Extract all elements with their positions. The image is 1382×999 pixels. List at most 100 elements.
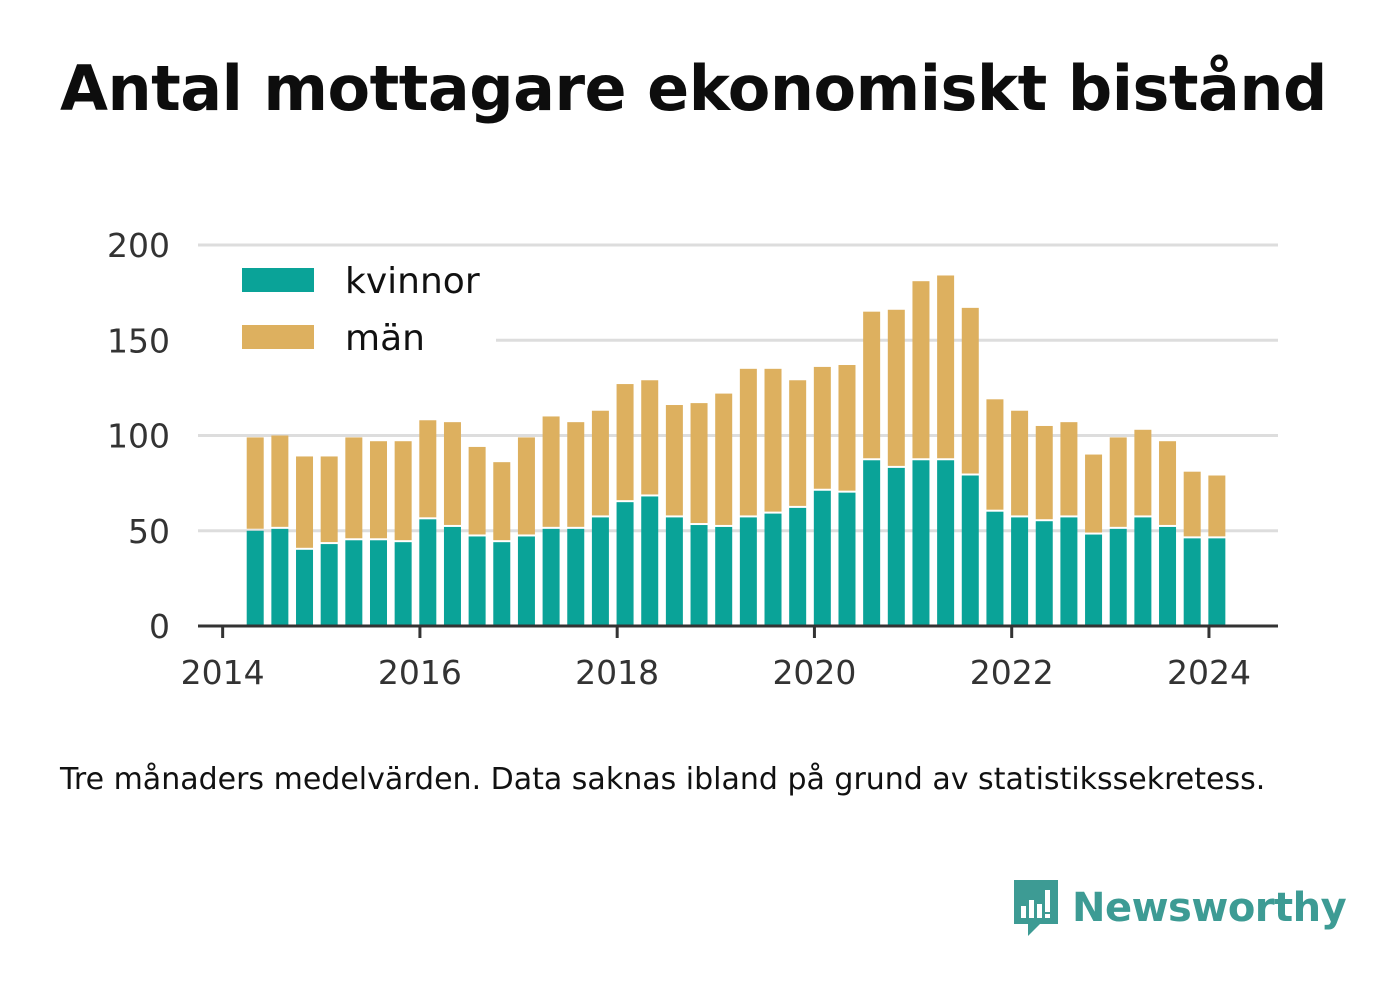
bar-man <box>493 462 511 541</box>
bar-kvinnor <box>764 513 782 626</box>
bar-kvinnor <box>567 528 585 626</box>
bar-kvinnor <box>419 519 437 626</box>
bar-man <box>887 309 905 466</box>
bar-man <box>1035 425 1053 520</box>
newsworthy-logo: Newsworthy <box>1010 876 1347 940</box>
bar-man <box>468 446 486 535</box>
bar-kvinnor <box>369 540 387 626</box>
bar-man <box>1011 410 1029 516</box>
bar-man <box>961 307 979 474</box>
bar-kvinnor <box>443 526 461 626</box>
bar-kvinnor <box>863 460 881 626</box>
bar-man <box>715 393 733 525</box>
bar-man <box>764 368 782 512</box>
bar-kvinnor <box>1011 517 1029 626</box>
legend-label-man: män <box>345 318 425 359</box>
bar-kvinnor <box>1159 526 1177 626</box>
bar-kvinnor <box>961 475 979 626</box>
bar-kvinnor <box>789 507 807 626</box>
bar-kvinnor <box>912 460 930 626</box>
bar-kvinnor <box>813 490 831 626</box>
bar-man <box>567 422 585 527</box>
bar-man <box>369 441 387 539</box>
newsworthy-logo-icon <box>1014 880 1058 936</box>
legend-swatch-kvinnor <box>242 268 314 292</box>
bar-kvinnor <box>1035 521 1053 626</box>
bar-man <box>838 365 856 491</box>
bar-kvinnor <box>739 517 757 626</box>
chart-title: Antal mottagare ekonomiskt bistånd <box>60 52 1327 125</box>
bar-man <box>1085 454 1103 533</box>
bar-man <box>591 410 609 516</box>
bar-man <box>789 380 807 506</box>
bar-man <box>1109 437 1127 527</box>
bar-man <box>937 275 955 459</box>
bar-man <box>1134 429 1152 516</box>
legend-swatch-man <box>242 325 314 349</box>
bar-kvinnor <box>468 536 486 626</box>
bar-kvinnor <box>887 467 905 626</box>
y-tick-label: 50 <box>128 512 170 551</box>
bar-man <box>394 441 412 541</box>
bar-kvinnor <box>296 549 314 626</box>
bar-kvinnor <box>345 540 363 626</box>
bar-chart: 0 50 100 150 200 2014 2016 2018 2020 2022 2024 kv… <box>107 226 1278 692</box>
bar-kvinnor <box>1134 517 1152 626</box>
bar-kvinnor <box>937 460 955 626</box>
bar-man <box>419 420 437 518</box>
x-tick-label: 2020 <box>772 653 856 692</box>
bar-man <box>246 437 264 529</box>
bar-kvinnor <box>591 517 609 626</box>
bar-kvinnor <box>271 528 289 626</box>
footnote: Tre månaders medelvärden. Data saknas ib… <box>60 762 1266 797</box>
bars <box>246 275 1226 626</box>
bar-man <box>739 368 757 516</box>
bar-kvinnor <box>542 528 560 626</box>
x-axis: 2014 2016 2018 2020 2022 2024 <box>181 624 1278 692</box>
bar-kvinnor <box>838 492 856 626</box>
bar-kvinnor <box>616 502 634 626</box>
bar-man <box>986 399 1004 510</box>
bar-man <box>320 456 338 543</box>
bar-man <box>345 437 363 539</box>
bar-man <box>296 456 314 548</box>
bar-kvinnor <box>1208 538 1226 626</box>
bar-kvinnor <box>665 517 683 626</box>
bar-kvinnor <box>641 496 659 626</box>
bar-man <box>813 366 831 489</box>
bar-man <box>616 384 634 501</box>
bar-man <box>271 435 289 527</box>
bar-kvinnor <box>1085 534 1103 626</box>
bar-kvinnor <box>1183 538 1201 626</box>
bar-kvinnor <box>986 511 1004 626</box>
bar-man <box>542 416 560 527</box>
x-tick-label: 2014 <box>181 653 265 692</box>
x-tick-label: 2022 <box>970 653 1054 692</box>
brand-name: Newsworthy <box>1072 885 1347 931</box>
bar-man <box>641 380 659 495</box>
legend-label-kvinnor: kvinnor <box>345 261 480 302</box>
bar-man <box>1159 441 1177 525</box>
bar-man <box>912 281 930 459</box>
bar-man <box>690 403 708 524</box>
x-tick-label: 2018 <box>575 653 659 692</box>
bar-man <box>665 405 683 516</box>
bar-kvinnor <box>715 526 733 626</box>
y-tick-label: 200 <box>107 226 170 265</box>
bar-kvinnor <box>394 542 412 626</box>
bar-kvinnor <box>320 544 338 626</box>
legend: kvinnor män <box>198 252 496 359</box>
bar-kvinnor <box>690 525 708 626</box>
y-tick-label: 0 <box>149 607 170 646</box>
y-axis: 0 50 100 150 200 <box>107 226 170 646</box>
bar-kvinnor <box>1109 528 1127 626</box>
x-tick-label: 2016 <box>378 653 462 692</box>
bar-kvinnor <box>1060 517 1078 626</box>
bar-kvinnor <box>517 536 535 626</box>
bar-kvinnor <box>246 530 264 626</box>
y-tick-label: 150 <box>107 321 170 360</box>
bar-man <box>517 437 535 535</box>
bar-man <box>1183 471 1201 537</box>
bar-man <box>443 422 461 525</box>
bar-man <box>1208 475 1226 537</box>
